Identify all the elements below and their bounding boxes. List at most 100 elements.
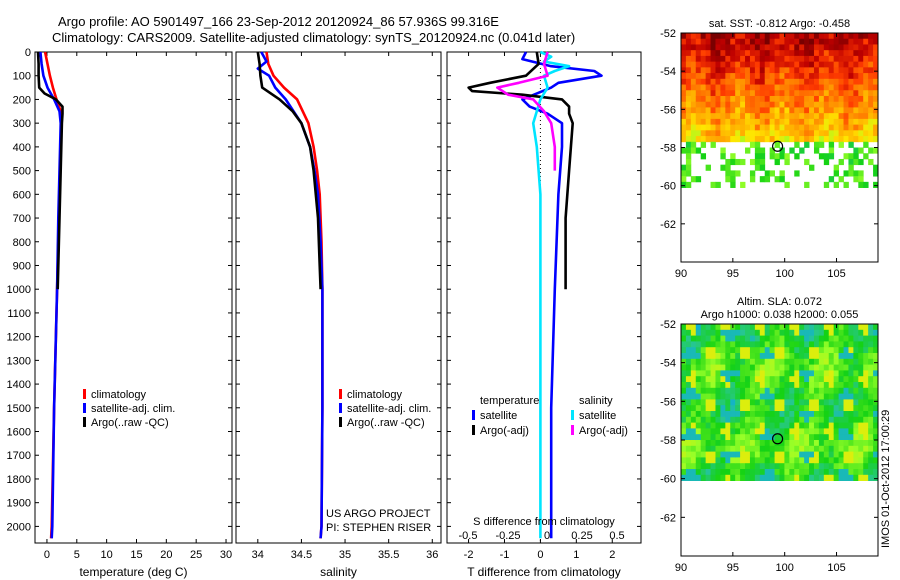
map-cell — [838, 347, 844, 354]
map-cell — [730, 387, 736, 394]
map-cell — [740, 469, 746, 476]
map-cell — [858, 118, 864, 126]
map-cell — [745, 474, 751, 481]
map-cell — [740, 158, 746, 166]
map-cell — [794, 353, 800, 360]
map-cell — [695, 101, 702, 108]
map-cell — [715, 376, 721, 383]
map-cell — [794, 457, 800, 464]
map-cell — [725, 376, 731, 383]
map-cell — [809, 376, 815, 383]
map-cell — [740, 405, 746, 412]
map-cell — [823, 118, 830, 126]
map-cell — [685, 136, 692, 143]
map-cell — [690, 457, 697, 464]
map-cell — [725, 358, 731, 365]
map-cell — [809, 393, 815, 400]
map-cell — [754, 90, 761, 97]
map-cell — [759, 124, 766, 131]
map-cell — [769, 329, 775, 336]
map-cell — [804, 370, 810, 377]
map-cell — [848, 329, 854, 336]
map-cell — [813, 113, 820, 120]
map-cell — [863, 73, 869, 80]
map-cell — [764, 474, 771, 481]
map-cell — [764, 61, 771, 68]
map-cell — [749, 353, 756, 360]
depth-tick-label: 600 — [13, 189, 31, 201]
map-cell — [784, 73, 790, 80]
map-cell — [745, 376, 751, 383]
map-cell — [789, 324, 795, 331]
map-cell — [745, 434, 751, 441]
map-cell — [784, 113, 790, 120]
map-cell — [705, 347, 711, 354]
map-cell — [873, 44, 879, 51]
map-cell — [735, 387, 741, 394]
map-cell — [710, 324, 716, 331]
map-cell — [685, 95, 692, 103]
map-cell — [868, 78, 874, 85]
map-cell — [720, 364, 726, 371]
map-cell — [685, 118, 692, 126]
map-cell — [769, 353, 775, 360]
map-cell — [843, 440, 849, 447]
map-cell — [818, 451, 825, 458]
map-cell — [700, 451, 707, 458]
map-cell — [705, 474, 711, 481]
map-cell — [695, 428, 702, 435]
map-cell — [809, 422, 815, 429]
map-cell — [789, 428, 795, 435]
map-cell — [740, 73, 746, 80]
map-cell — [794, 393, 800, 400]
y-tick-label: -62 — [660, 219, 676, 231]
map-cell — [720, 457, 726, 464]
map-cell — [813, 329, 820, 336]
map-cell — [848, 113, 854, 120]
map-cell — [710, 38, 716, 45]
map-cell — [809, 324, 815, 331]
map-cell — [710, 55, 716, 63]
map-cell — [818, 382, 825, 389]
map-cell — [799, 67, 805, 74]
map-cell — [705, 107, 711, 114]
map-cell — [858, 90, 864, 97]
map-cell — [759, 50, 766, 57]
map-cell — [735, 158, 741, 166]
map-cell — [725, 50, 731, 57]
map-cell — [858, 181, 864, 188]
map-cell — [809, 353, 815, 360]
map-cell — [818, 141, 825, 148]
map-cell — [843, 107, 849, 114]
map-cell — [740, 440, 746, 447]
map-cell — [853, 329, 859, 336]
map-cell — [818, 411, 825, 418]
map-cell — [745, 382, 751, 389]
map-cell — [813, 451, 820, 458]
map-cell — [710, 347, 716, 354]
map-cell — [828, 118, 835, 126]
map-cell — [774, 445, 780, 452]
map-cell — [868, 451, 874, 458]
map-cell — [749, 370, 756, 377]
map-cell — [843, 341, 849, 348]
series-line — [256, 51, 324, 539]
depth-tick-label: 100 — [13, 71, 31, 83]
map-cell — [690, 399, 697, 406]
map-cell — [843, 411, 849, 418]
map-cell — [685, 370, 692, 377]
map-cell — [863, 416, 869, 423]
map-cell — [863, 405, 869, 412]
map-cell — [705, 364, 711, 371]
map-cell — [769, 387, 775, 394]
map-cell — [789, 113, 795, 120]
map-cell — [754, 118, 761, 126]
map-cell — [735, 130, 741, 137]
map-cell — [823, 84, 830, 91]
map-cell — [858, 324, 864, 331]
map-cell — [725, 164, 731, 171]
map-cell — [740, 50, 746, 57]
map-cell — [848, 335, 854, 342]
map-cell — [725, 335, 731, 342]
map-cell — [774, 405, 780, 412]
